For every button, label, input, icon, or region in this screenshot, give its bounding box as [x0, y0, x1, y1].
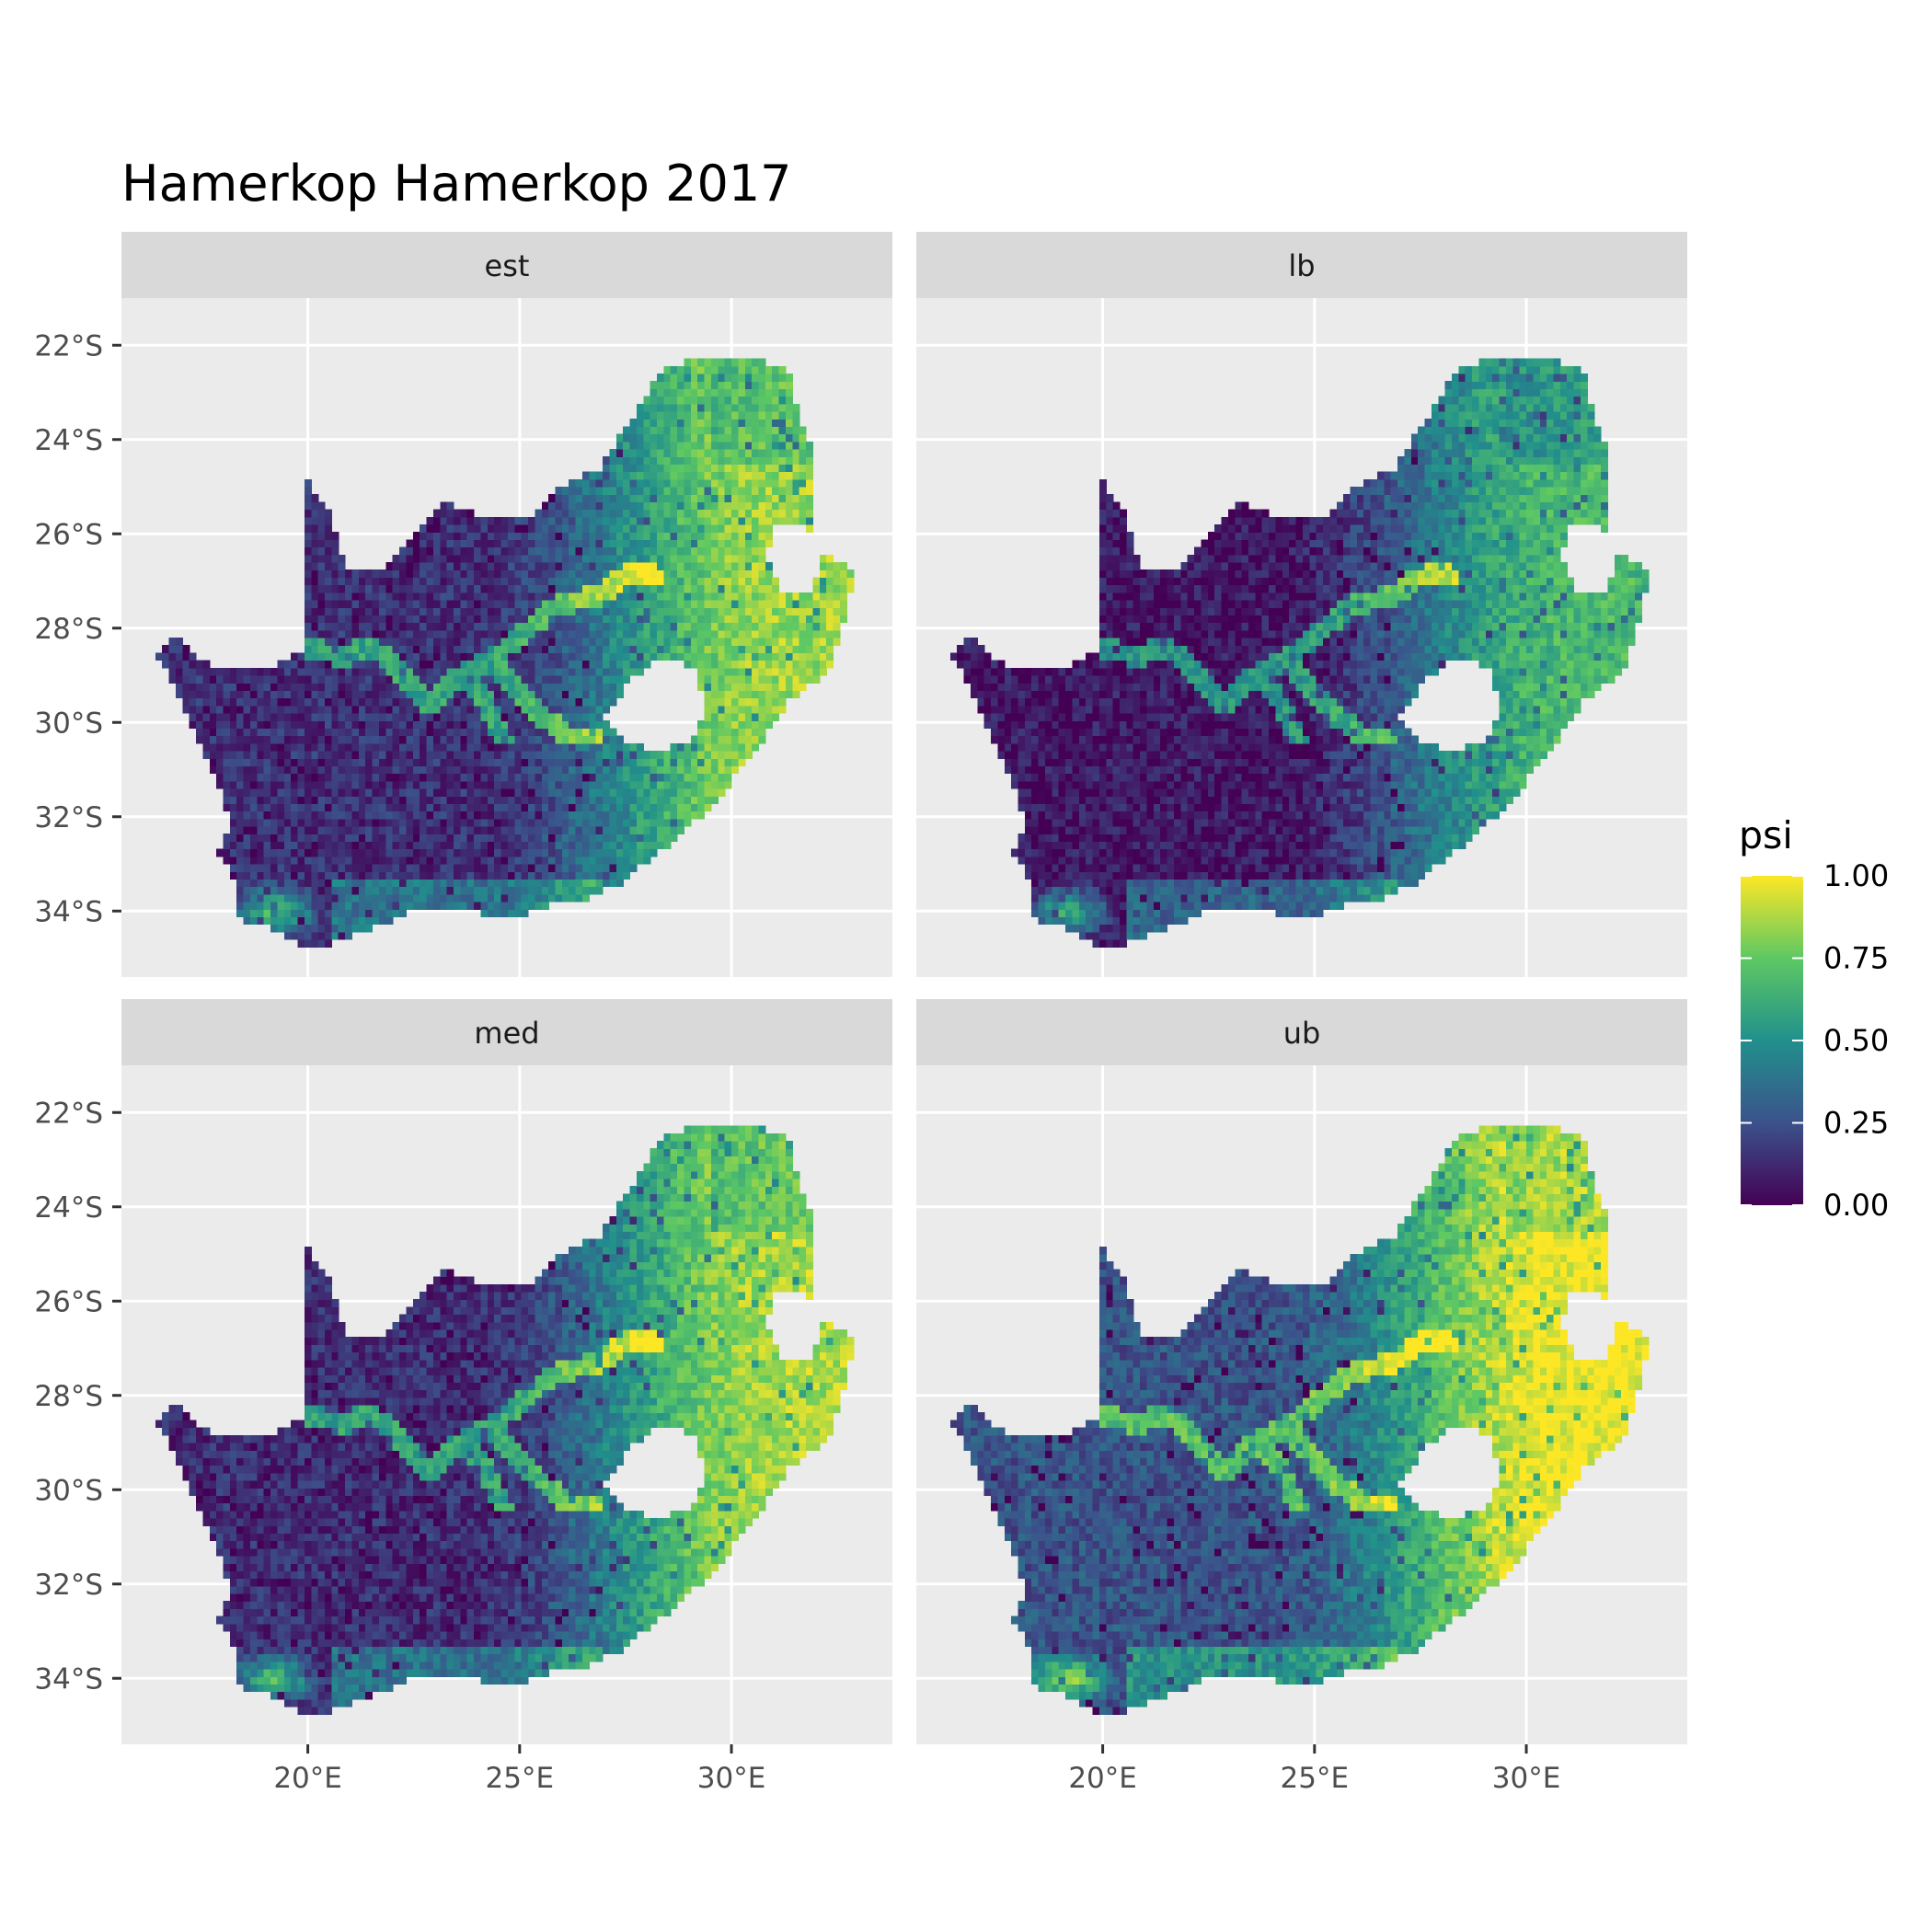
x-tick-label: 25°E	[486, 1762, 555, 1795]
y-tick-label: 22°S	[34, 1097, 103, 1130]
legend-tick-label: 1.00	[1823, 858, 1889, 893]
legend-tick-label: 0.00	[1823, 1188, 1889, 1223]
strip-label-lb: lb	[1288, 248, 1315, 283]
y-tick-label: 28°S	[34, 1380, 103, 1413]
strip-label-ub: ub	[1283, 1016, 1321, 1051]
x-tick-label: 20°E	[273, 1762, 342, 1795]
y-tick-label: 26°S	[34, 518, 103, 551]
y-tick-label: 30°S	[34, 1474, 103, 1507]
x-tick-label: 30°E	[697, 1762, 766, 1795]
strip-label-est: est	[485, 248, 530, 283]
legend-tick-label: 0.50	[1823, 1023, 1889, 1058]
y-tick-label: 34°S	[34, 1662, 103, 1696]
plot-title: Hamerkop Hamerkop 2017	[121, 155, 792, 213]
y-tick-label: 34°S	[34, 895, 103, 928]
y-tick-label: 32°S	[34, 1569, 103, 1602]
facet-panels: est 22°S 24°S 26°S 28°S 30°S 32°S 34°S lb med 22°S…	[34, 232, 1687, 1795]
facet-panel-est: est 22°S 24°S 26°S 28°S 30°S 32°S 34°S	[34, 232, 892, 977]
x-tick-label: 30°E	[1492, 1762, 1561, 1795]
strip-label-med: med	[474, 1016, 539, 1051]
legend-title: psi	[1739, 813, 1793, 857]
y-tick-label: 22°S	[34, 329, 103, 362]
y-tick-label: 24°S	[34, 1191, 103, 1225]
y-tick-label: 28°S	[34, 613, 103, 646]
x-tick-label: 20°E	[1068, 1762, 1137, 1795]
y-tick-label: 32°S	[34, 801, 103, 834]
legend-tick-label: 0.25	[1823, 1106, 1889, 1141]
y-tick-label: 30°S	[34, 707, 103, 740]
y-tick-label: 24°S	[34, 424, 103, 457]
facet-panel-lb: lb	[916, 232, 1687, 977]
x-tick-label: 25°E	[1281, 1762, 1350, 1795]
colorbar-legend: psi 1.00 0.75 0.50 0.25 0.00	[1739, 813, 1889, 1223]
facet-panel-med: med 22°S 24°S 26°S 28°S 30°S 32°S 34°S 20°E 25°E 3…	[34, 999, 892, 1795]
facet-panel-ub: ub 20°E 25°E 30°E	[916, 999, 1687, 1795]
y-tick-label: 26°S	[34, 1285, 103, 1318]
legend-tick-label: 0.75	[1823, 941, 1889, 976]
